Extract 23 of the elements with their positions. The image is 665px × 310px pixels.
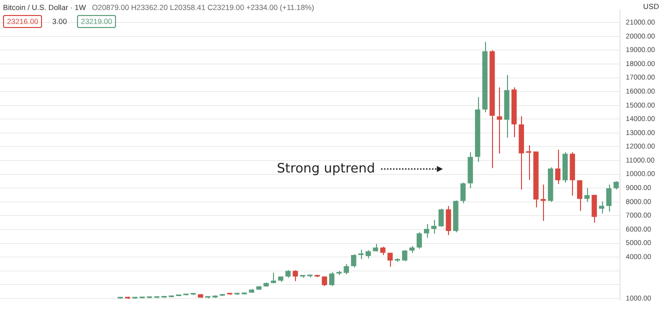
candlestick [598, 200, 604, 214]
candlestick [577, 180, 582, 212]
candlestick [270, 272, 276, 284]
candlestick [329, 272, 334, 287]
candlestick [431, 219, 436, 234]
candlestick [416, 232, 422, 250]
candlestick [584, 188, 590, 202]
candlestick [606, 184, 612, 212]
candlestick [526, 144, 532, 180]
annotation: Strong uptrend [276, 161, 376, 176]
candlestick [555, 149, 560, 184]
candlestick [387, 252, 393, 268]
candlestick [460, 182, 466, 204]
candlestick [402, 250, 408, 262]
candlestick [351, 254, 356, 268]
candlestick [292, 270, 298, 282]
candlestick [438, 208, 444, 228]
candlestick [358, 249, 364, 260]
candlestick [424, 223, 430, 238]
candlestick [592, 194, 597, 224]
candlestick [344, 263, 349, 275]
candlestick [540, 184, 546, 222]
candlestick [446, 206, 452, 236]
